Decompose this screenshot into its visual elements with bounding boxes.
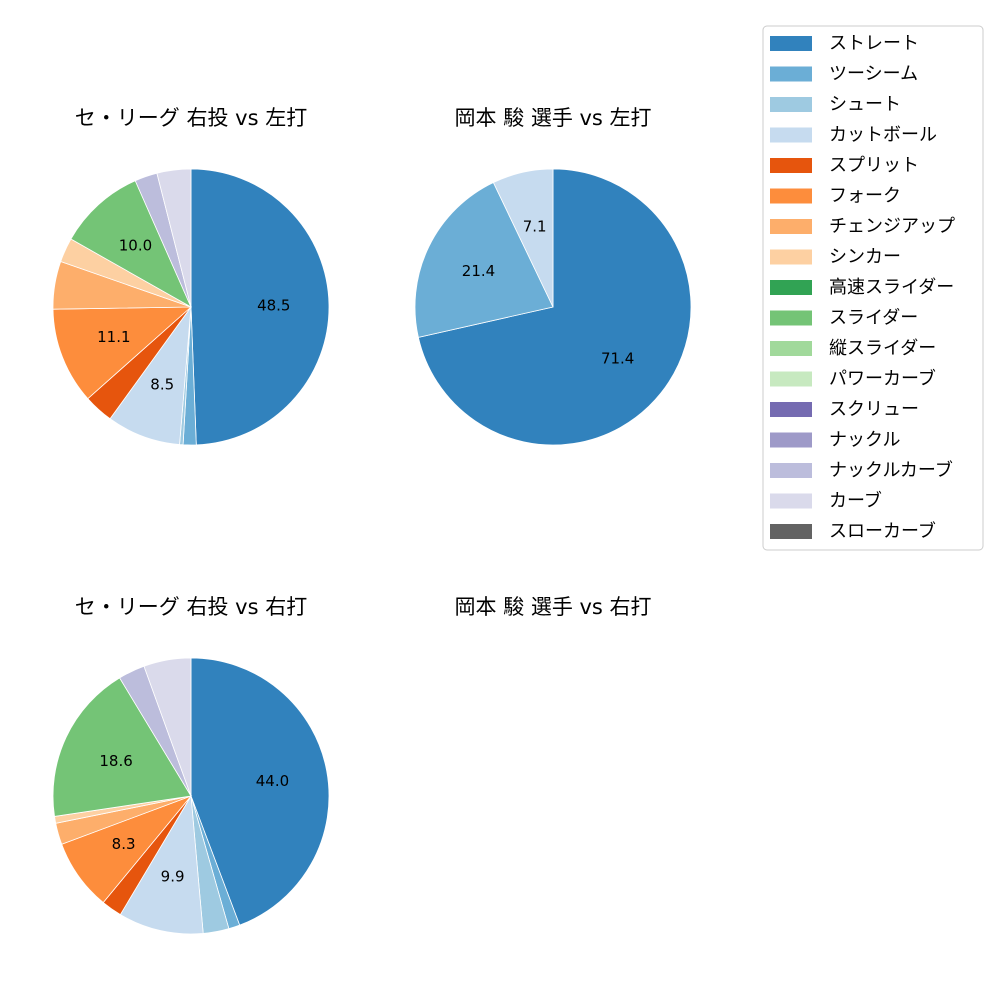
slice-value-label: 18.6 — [99, 752, 132, 770]
legend-label: スローカーブ — [829, 520, 936, 542]
legend-swatch — [770, 493, 812, 509]
legend-label: カットボール — [829, 125, 937, 146]
legend-swatch — [770, 97, 812, 112]
chart-title: 岡本 駿 選手 vs 左打 — [454, 106, 651, 130]
legend-label: スライダー — [829, 308, 918, 329]
legend-swatch — [770, 219, 812, 234]
legend-swatch — [770, 463, 812, 478]
pie-slice — [156, 168, 192, 308]
legend-label: 高速スライダー — [829, 277, 954, 298]
legend-label: フォーク — [829, 186, 901, 207]
slice-value-label: 21.4 — [462, 262, 495, 280]
pie-slice — [190, 657, 330, 926]
pie-slice — [414, 181, 554, 338]
legend: ストレートツーシームシュートカットボールスプリットフォークチェンジアップシンカー… — [762, 25, 984, 551]
legend-swatch — [770, 36, 812, 51]
legend-swatch — [770, 402, 812, 417]
legend-swatch — [770, 188, 812, 204]
pie-chart-league-rhp-vs-rhb: セ・リーグ 右投 vs 右打 44.0 9.9 8.3 18.6 — [52, 595, 330, 935]
legend-swatch — [770, 127, 812, 143]
slice-value-label: 9.9 — [161, 868, 185, 886]
legend-label: ナックル — [829, 430, 900, 451]
pie-slice — [143, 657, 192, 797]
chart-title: セ・リーグ 右投 vs 右打 — [75, 595, 307, 619]
legend-label: カーブ — [829, 490, 882, 512]
legend-label: スプリット — [829, 155, 919, 176]
pie-chart-okamoto-vs-rhb: 岡本 駿 選手 vs 右打 — [454, 595, 651, 619]
legend-swatch — [770, 66, 812, 82]
legend-swatch — [770, 341, 812, 356]
legend-frame — [762, 25, 984, 551]
pie-chart-league-rhp-vs-lhb: セ・リーグ 右投 vs 左打 48.5 8.5 11.1 10.0 — [52, 106, 330, 446]
slice-value-label: 71.4 — [601, 350, 634, 368]
pie-chart-okamoto-vs-lhb: 岡本 駿 選手 vs 左打 71.4 21.4 7.1 — [414, 106, 692, 446]
legend-label: パワーカーブ — [829, 368, 936, 390]
slice-value-label: 8.5 — [150, 376, 174, 394]
slice-value-label: 7.1 — [523, 217, 547, 235]
legend-swatch — [770, 158, 812, 173]
legend-label: シンカー — [829, 247, 901, 268]
pie-slice — [190, 168, 330, 446]
slice-value-label: 44.0 — [256, 772, 289, 790]
legend-label: チェンジアップ — [829, 216, 955, 237]
slice-value-label: 48.5 — [257, 296, 290, 314]
pie-slice — [119, 794, 204, 935]
slice-value-label: 10.0 — [119, 237, 152, 255]
pie-slice — [492, 168, 554, 308]
slice-value-label: 11.1 — [97, 328, 130, 346]
legend-label: ナックルカーブ — [829, 459, 953, 481]
slice-value-label: 8.3 — [112, 835, 136, 853]
legend-swatch — [770, 371, 812, 387]
legend-swatch — [770, 524, 812, 539]
chart-title: セ・リーグ 右投 vs 左打 — [75, 106, 307, 130]
legend-label: ストレート — [829, 33, 919, 54]
legend-label: シュート — [829, 94, 901, 115]
pie-slice — [52, 306, 193, 400]
legend-label: ツーシーム — [829, 64, 918, 85]
legend-swatch — [770, 310, 812, 326]
pie-slice — [417, 168, 692, 446]
pie-slice — [52, 677, 192, 817]
legend-swatch — [770, 249, 812, 265]
legend-swatch — [770, 280, 812, 295]
pie-slice — [70, 180, 192, 308]
legend-label: スクリュー — [829, 399, 919, 420]
legend-swatch — [770, 432, 812, 448]
legend-label: 縦スライダー — [829, 338, 936, 359]
chart-title: 岡本 駿 選手 vs 右打 — [454, 595, 651, 619]
